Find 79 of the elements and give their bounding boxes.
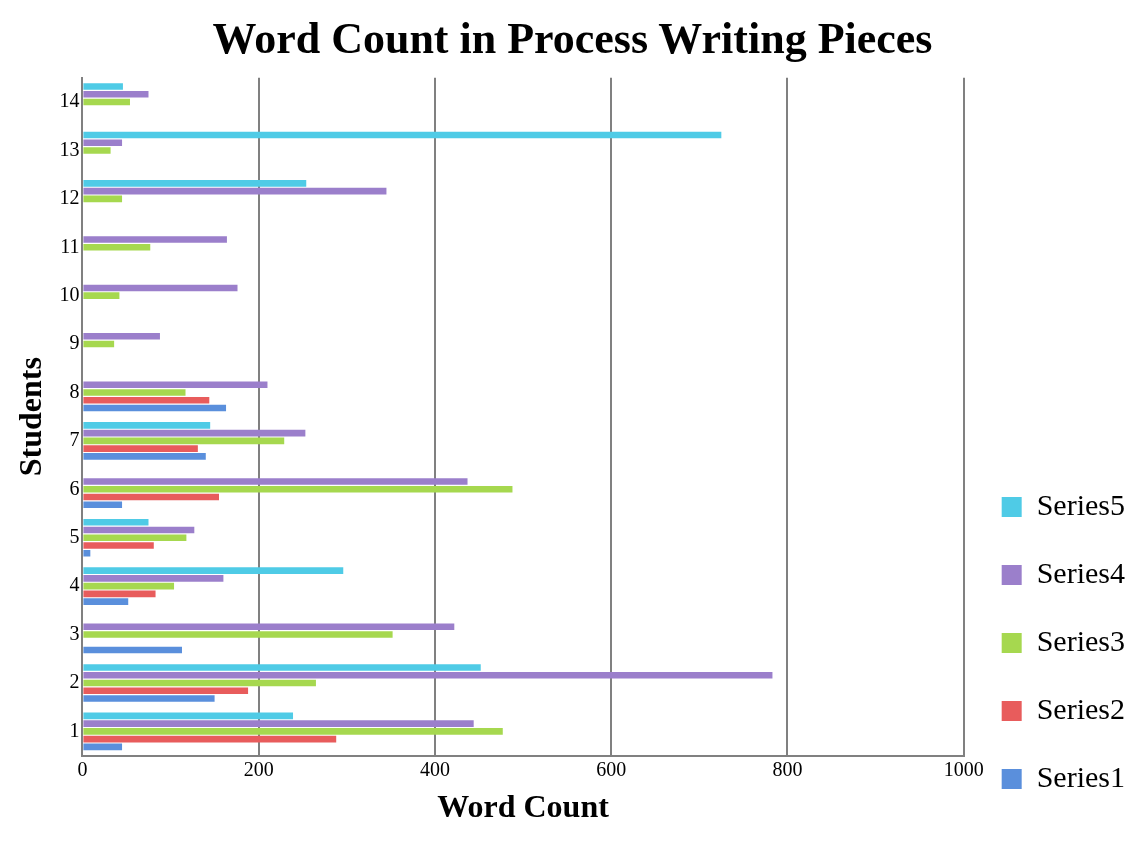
- bar: [83, 437, 285, 445]
- y-tick-label: 1: [69, 718, 80, 741]
- x-tick-label: 600: [596, 757, 627, 780]
- bar: [83, 292, 120, 299]
- legend-label: Series5: [1036, 487, 1126, 521]
- bar: [83, 534, 187, 542]
- y-tick-label: 11: [60, 234, 80, 257]
- y-tick-label: 6: [69, 476, 80, 499]
- y-tick-label: 2: [69, 670, 80, 693]
- bar: [83, 526, 195, 534]
- bar: [83, 631, 393, 638]
- bar: [83, 542, 154, 549]
- bar: [83, 735, 337, 743]
- bar: [83, 333, 160, 340]
- y-tick-label: 14: [59, 89, 80, 112]
- bar: [83, 404, 227, 412]
- bar: [83, 453, 206, 460]
- bar: [83, 567, 344, 574]
- y-tick-label: 3: [69, 621, 80, 644]
- bar: [83, 486, 513, 493]
- bar: [83, 90, 149, 98]
- legend-label: Series2: [1036, 691, 1126, 725]
- y-tick-label: 9: [69, 331, 80, 354]
- bar: [83, 195, 123, 203]
- bar: [83, 139, 123, 146]
- x-axis-title: Word Count: [437, 788, 610, 825]
- bar: [83, 389, 186, 396]
- bar: [83, 236, 227, 243]
- y-tick-label: 7: [69, 428, 80, 451]
- legend-label: Series3: [1036, 623, 1126, 657]
- bar: [83, 582, 175, 590]
- bar: [83, 664, 481, 671]
- bar: [83, 549, 91, 557]
- x-tick-label: 800: [772, 757, 803, 780]
- bar: [83, 180, 307, 187]
- bar: [83, 243, 151, 251]
- bar: [83, 284, 238, 292]
- bar: [83, 187, 387, 195]
- bar: [83, 396, 210, 404]
- bar: [83, 646, 182, 654]
- x-tick-label: 400: [419, 757, 450, 780]
- bar: [83, 381, 268, 389]
- legend-label: Series4: [1036, 555, 1126, 589]
- y-tick-label: 8: [69, 379, 80, 402]
- bar: [83, 147, 111, 154]
- bar: [83, 575, 224, 582]
- bar: [83, 83, 123, 90]
- y-tick-label: 10: [59, 282, 80, 305]
- chart-title: Word Count in Process Writing Pieces: [212, 13, 933, 63]
- bar: [83, 623, 455, 631]
- y-tick-label: 5: [69, 524, 80, 547]
- bar: [83, 445, 198, 452]
- bar: [83, 712, 294, 720]
- bar: [83, 501, 123, 509]
- bar: [83, 131, 722, 139]
- y-tick-label: 12: [59, 186, 80, 209]
- bar: [83, 340, 115, 348]
- x-tick-label: 0: [77, 757, 88, 780]
- bar: [83, 687, 249, 695]
- bar: [83, 518, 149, 526]
- bar: [83, 429, 306, 437]
- x-tick-label: 200: [243, 757, 274, 780]
- bar: [83, 743, 123, 751]
- bar: [83, 728, 503, 735]
- bar: [83, 422, 211, 429]
- bar: [83, 590, 156, 598]
- bar: [83, 478, 468, 485]
- bar: [83, 493, 219, 501]
- bar: [83, 679, 316, 687]
- bar: [83, 671, 773, 679]
- bar: [83, 720, 474, 727]
- y-axis-title: Students: [12, 357, 49, 477]
- bar: [83, 98, 130, 106]
- bar: [83, 598, 129, 605]
- x-tick-label: 1000: [943, 757, 984, 780]
- y-tick-label: 13: [59, 137, 80, 160]
- bar: [83, 695, 215, 702]
- y-tick-label: 4: [69, 573, 80, 596]
- legend-label: Series1: [1036, 759, 1126, 793]
